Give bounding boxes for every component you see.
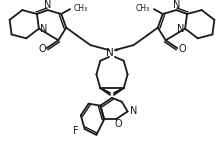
Text: O: O xyxy=(178,44,186,54)
Text: N: N xyxy=(173,0,180,10)
Text: O: O xyxy=(114,119,122,129)
Text: N: N xyxy=(40,24,47,34)
Text: F: F xyxy=(73,126,79,136)
Text: N⁺: N⁺ xyxy=(106,48,120,58)
Text: O: O xyxy=(38,44,46,54)
Text: N: N xyxy=(44,0,51,10)
Text: N: N xyxy=(130,107,137,116)
Text: CH₃: CH₃ xyxy=(74,4,88,13)
Text: CH₃: CH₃ xyxy=(136,4,150,13)
Text: N: N xyxy=(177,24,184,34)
